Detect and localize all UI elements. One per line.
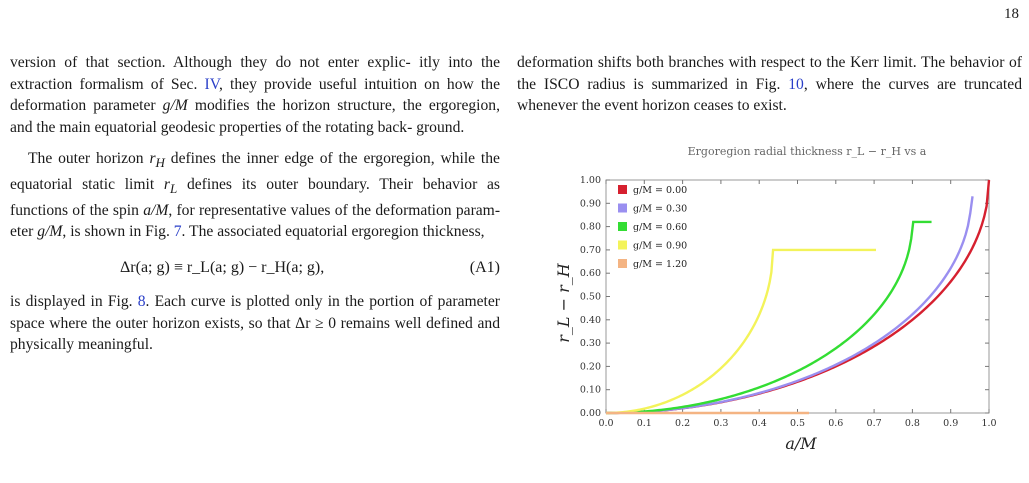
text-line: The outer horizon bbox=[28, 150, 150, 168]
x-tick-label: 0.4 bbox=[752, 418, 767, 429]
text-line: ground. bbox=[416, 118, 465, 136]
y-tick-label: 0.50 bbox=[580, 292, 601, 303]
y-tick-label: 0.10 bbox=[580, 385, 601, 396]
text-line: version of that section. Although they d… bbox=[10, 54, 411, 71]
y-tick-label: 0.00 bbox=[580, 408, 601, 419]
y-tick-label: 0.90 bbox=[580, 198, 601, 209]
text-line: , they provide bbox=[218, 75, 312, 93]
legend-label: g/M = 1.20 bbox=[633, 259, 687, 270]
text-line: , is shown in Fig. bbox=[62, 223, 174, 241]
text-line: , where the curves are truncated wheneve… bbox=[517, 75, 1022, 115]
ergoregion-chart: Ergoregion radial thickness r_L − r_H vs… bbox=[554, 145, 997, 453]
math-g-over-m: g/M bbox=[37, 223, 63, 241]
y-tick-label: 0.40 bbox=[580, 315, 601, 326]
text-line: ergoregion, while the equatorial static … bbox=[10, 150, 500, 194]
text-line: outer boundary. Their behavior as functi… bbox=[10, 176, 500, 219]
chart-legend: g/M = 0.00 g/M = 0.30 g/M = 0.60 g/M = 0.90… bbox=[618, 185, 687, 270]
x-tick-label: 0.8 bbox=[905, 418, 920, 429]
equation-a1: Δr(a; g) ≡ r_L(a; g) − r_H(a; g), (A1) bbox=[10, 253, 500, 283]
legend-label: g/M = 0.00 bbox=[633, 185, 687, 196]
text-line: . Each curve is plotted only in bbox=[145, 292, 340, 310]
x-tick-label: 0.9 bbox=[943, 418, 958, 429]
y-tick-label: 0.80 bbox=[580, 222, 601, 233]
legend-swatch bbox=[618, 259, 627, 268]
text-line: is displayed in Fig. bbox=[10, 292, 138, 310]
text-line: meaningful. bbox=[78, 336, 153, 354]
y-tick-label: 0.70 bbox=[580, 245, 601, 256]
x-tick-label: 0.6 bbox=[828, 418, 843, 429]
math-r: r bbox=[163, 176, 170, 194]
page-number: 18 bbox=[1004, 6, 1019, 22]
series-line-3 bbox=[605, 248, 877, 415]
left-column: version of that section. Although they d… bbox=[10, 52, 500, 356]
math-r: r bbox=[149, 150, 156, 168]
text-line: ergoregion thickness, bbox=[351, 223, 485, 241]
y-tick-label: 1.00 bbox=[580, 175, 601, 186]
equation-number: (A1) bbox=[469, 258, 500, 276]
equation-body: Δr(a; g) ≡ r_L(a; g) − r_H(a; g), bbox=[120, 258, 325, 276]
x-axis-label: a/M bbox=[785, 434, 817, 453]
x-tick-label: 0.3 bbox=[713, 418, 728, 429]
text-line: . The associated equatorial bbox=[181, 223, 348, 241]
x-tick-label: 0.2 bbox=[675, 418, 690, 429]
legend-swatch bbox=[618, 185, 627, 194]
math-subscript: H bbox=[155, 155, 165, 171]
text-line: deformation shifts both branches with re… bbox=[517, 54, 879, 71]
x-tick-label: 0.0 bbox=[598, 418, 613, 429]
text-line: the portion of parameter space where the… bbox=[10, 292, 500, 332]
y-tick-label: 0.20 bbox=[580, 361, 601, 372]
text-line: event horizon ceases to exist. bbox=[604, 97, 787, 115]
y-tick-label: 0.60 bbox=[580, 268, 601, 279]
legend-swatch bbox=[618, 240, 627, 250]
legend-label: g/M = 0.30 bbox=[633, 204, 687, 215]
text-line: modifies the horizon structure, the ergo… bbox=[10, 97, 500, 136]
text-line: in Fig. bbox=[735, 75, 789, 93]
text-line: defines its bbox=[177, 176, 257, 194]
x-tick-label: 0.5 bbox=[790, 418, 805, 429]
paragraph-2: The outer horizon rH defines the inner e… bbox=[10, 148, 500, 243]
text-line: defines the inner edge of the bbox=[164, 150, 358, 168]
figure-link[interactable]: 7 bbox=[173, 223, 182, 241]
math-a-over-m: a/M bbox=[143, 201, 169, 219]
text-line: useful intuition on how the deformation … bbox=[10, 75, 500, 115]
plot-frame bbox=[605, 179, 990, 414]
legend-swatch bbox=[618, 222, 627, 231]
text-line: main equatorial geodesic properties of t… bbox=[59, 118, 413, 136]
series-line-0 bbox=[606, 179, 991, 415]
x-tick-label: 0.1 bbox=[637, 418, 652, 429]
text-line: itly into the extraction formalism of Se… bbox=[10, 54, 500, 93]
y-tick-label: 0.30 bbox=[580, 338, 601, 349]
right-column: deformation shifts both branches with re… bbox=[517, 52, 1022, 117]
text-line: exists, so that Δr ≥ 0 remains well defi… bbox=[10, 314, 501, 354]
section-link[interactable]: IV bbox=[204, 75, 219, 93]
legend-label: g/M = 0.60 bbox=[633, 222, 687, 233]
figure-link[interactable]: 8 bbox=[137, 292, 146, 310]
y-axis-label: r_L − r_H bbox=[554, 262, 573, 343]
x-tick-label: 1.0 bbox=[981, 418, 996, 429]
figure-link[interactable]: 10 bbox=[788, 75, 804, 93]
text-line: eter bbox=[10, 223, 38, 241]
text-line: , for representative values of the defor… bbox=[168, 201, 501, 219]
math-g-over-m: g/M bbox=[162, 97, 188, 115]
legend-label: g/M = 0.90 bbox=[633, 241, 687, 252]
chart-title: Ergoregion radial thickness r_L − r_H vs… bbox=[688, 145, 927, 158]
paragraph-1: version of that section. Although they d… bbox=[10, 52, 500, 138]
paragraph-3: is displayed in Fig. 8. Each curve is pl… bbox=[10, 291, 500, 356]
text-line: limit. The behavior of the ISCO radius i… bbox=[517, 54, 1022, 93]
series-line-2 bbox=[606, 220, 932, 415]
math-subscript: L bbox=[170, 181, 178, 197]
paragraph-right-1: deformation shifts both branches with re… bbox=[517, 52, 1022, 117]
x-tick-label: 0.7 bbox=[867, 418, 882, 429]
legend-swatch bbox=[618, 203, 627, 213]
chart-curves bbox=[605, 179, 991, 415]
